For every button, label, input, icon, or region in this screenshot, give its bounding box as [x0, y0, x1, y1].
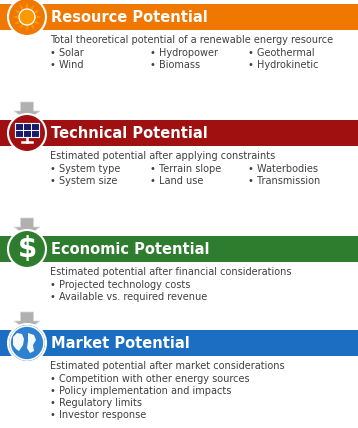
Text: • Geothermal: • Geothermal: [248, 48, 315, 58]
Polygon shape: [20, 24, 24, 30]
Bar: [0, 236, 358, 262]
Text: • System type: • System type: [50, 164, 120, 174]
Polygon shape: [14, 218, 40, 236]
Polygon shape: [14, 21, 20, 24]
Text: • Land use: • Land use: [150, 176, 203, 186]
Circle shape: [8, 0, 46, 36]
Circle shape: [8, 230, 46, 268]
Text: Estimated potential after financial considerations: Estimated potential after financial cons…: [50, 267, 291, 277]
Text: • Solar: • Solar: [50, 48, 84, 58]
Polygon shape: [13, 15, 18, 18]
Text: • Transmission: • Transmission: [248, 176, 320, 186]
Text: • Hydrokinetic: • Hydrokinetic: [248, 60, 319, 70]
Text: • Policy implementation and impacts: • Policy implementation and impacts: [50, 386, 231, 396]
Polygon shape: [14, 312, 40, 330]
Polygon shape: [34, 10, 39, 14]
Text: Resource Potential: Resource Potential: [51, 9, 208, 24]
Polygon shape: [25, 3, 29, 8]
Circle shape: [8, 324, 46, 362]
Text: Estimated potential after applying constraints: Estimated potential after applying const…: [50, 151, 275, 161]
Polygon shape: [34, 21, 39, 24]
Circle shape: [10, 326, 44, 360]
Bar: [0, 4, 358, 30]
Polygon shape: [14, 102, 40, 120]
Polygon shape: [37, 15, 42, 18]
Bar: [15, 123, 39, 137]
Text: • Available vs. required revenue: • Available vs. required revenue: [50, 292, 207, 302]
Bar: [0, 330, 358, 356]
Text: • Hydropower: • Hydropower: [150, 48, 218, 58]
Circle shape: [19, 9, 35, 25]
Text: Market Potential: Market Potential: [51, 336, 190, 351]
Polygon shape: [27, 333, 36, 353]
Text: • System size: • System size: [50, 176, 117, 186]
Text: $: $: [18, 235, 37, 263]
Text: Estimated potential after market considerations: Estimated potential after market conside…: [50, 361, 285, 371]
Text: Total theoretical potential of a renewable energy resource: Total theoretical potential of a renewab…: [50, 35, 333, 45]
Polygon shape: [30, 4, 34, 9]
Text: Technical Potential: Technical Potential: [51, 125, 208, 140]
Text: • Terrain slope: • Terrain slope: [150, 164, 221, 174]
Text: • Waterbodies: • Waterbodies: [248, 164, 318, 174]
Text: • Wind: • Wind: [50, 60, 83, 70]
Text: • Biomass: • Biomass: [150, 60, 200, 70]
Bar: [0, 120, 358, 146]
Polygon shape: [25, 27, 29, 32]
Polygon shape: [20, 4, 24, 9]
Polygon shape: [14, 10, 20, 14]
Text: • Projected technology costs: • Projected technology costs: [50, 280, 190, 290]
Text: Economic Potential: Economic Potential: [51, 241, 209, 256]
Polygon shape: [13, 333, 24, 351]
Text: • Regulatory limits: • Regulatory limits: [50, 398, 142, 408]
Circle shape: [8, 114, 46, 152]
Circle shape: [20, 10, 34, 24]
Polygon shape: [30, 24, 34, 30]
Text: • Investor response: • Investor response: [50, 410, 146, 420]
Text: • Competition with other energy sources: • Competition with other energy sources: [50, 374, 250, 384]
